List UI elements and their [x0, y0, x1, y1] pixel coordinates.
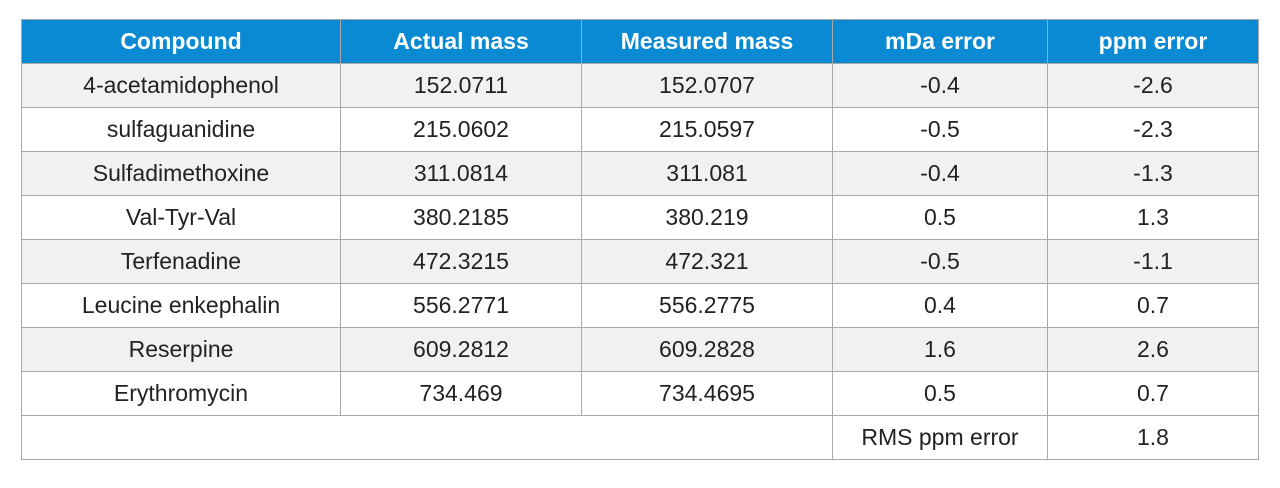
table-row: Leucine enkephalin 556.2771 556.2775 0.4… — [21, 283, 1259, 328]
summary-empty-cell — [21, 415, 833, 460]
header-compound: Compound — [21, 19, 341, 64]
summary-row: RMS ppm error 1.8 — [21, 415, 1259, 460]
actual-mass-cell: 609.2812 — [340, 327, 582, 372]
table-row: sulfaguanidine 215.0602 215.0597 -0.5 -2… — [21, 107, 1259, 152]
table-row: Reserpine 609.2812 609.2828 1.6 2.6 — [21, 327, 1259, 372]
mda-error-cell: -0.5 — [832, 239, 1048, 284]
measured-mass-cell: 311.081 — [581, 151, 833, 196]
compound-cell: sulfaguanidine — [21, 107, 341, 152]
mda-error-cell: 0.5 — [832, 371, 1048, 416]
mass-accuracy-table: Compound Actual mass Measured mass mDa e… — [21, 19, 1259, 460]
table-row: Erythromycin 734.469 734.4695 0.5 0.7 — [21, 371, 1259, 416]
header-ppm-error: ppm error — [1047, 19, 1259, 64]
actual-mass-cell: 380.2185 — [340, 195, 582, 240]
compound-cell: Reserpine — [21, 327, 341, 372]
compound-cell: Leucine enkephalin — [21, 283, 341, 328]
actual-mass-cell: 556.2771 — [340, 283, 582, 328]
table-row: Terfenadine 472.3215 472.321 -0.5 -1.1 — [21, 239, 1259, 284]
ppm-error-cell: 0.7 — [1047, 283, 1259, 328]
rms-label: RMS ppm error — [832, 415, 1048, 460]
compound-cell: Val-Tyr-Val — [21, 195, 341, 240]
header-actual-mass: Actual mass — [340, 19, 582, 64]
actual-mass-cell: 311.0814 — [340, 151, 582, 196]
measured-mass-cell: 734.4695 — [581, 371, 833, 416]
compound-cell: 4-acetamidophenol — [21, 63, 341, 108]
ppm-error-cell: -2.6 — [1047, 63, 1259, 108]
ppm-error-cell: -1.3 — [1047, 151, 1259, 196]
actual-mass-cell: 734.469 — [340, 371, 582, 416]
header-mda-error: mDa error — [832, 19, 1048, 64]
mda-error-cell: 0.5 — [832, 195, 1048, 240]
measured-mass-cell: 609.2828 — [581, 327, 833, 372]
ppm-error-cell: 2.6 — [1047, 327, 1259, 372]
table-row: Sulfadimethoxine 311.0814 311.081 -0.4 -… — [21, 151, 1259, 196]
measured-mass-cell: 556.2775 — [581, 283, 833, 328]
ppm-error-cell: 1.3 — [1047, 195, 1259, 240]
measured-mass-cell: 380.219 — [581, 195, 833, 240]
mda-error-cell: 0.4 — [832, 283, 1048, 328]
header-row: Compound Actual mass Measured mass mDa e… — [21, 19, 1259, 64]
mda-error-cell: -0.5 — [832, 107, 1048, 152]
measured-mass-cell: 215.0597 — [581, 107, 833, 152]
ppm-error-cell: -1.1 — [1047, 239, 1259, 284]
mda-error-cell: -0.4 — [832, 63, 1048, 108]
compound-cell: Erythromycin — [21, 371, 341, 416]
compound-cell: Terfenadine — [21, 239, 341, 284]
measured-mass-cell: 152.0707 — [581, 63, 833, 108]
measured-mass-cell: 472.321 — [581, 239, 833, 284]
actual-mass-cell: 215.0602 — [340, 107, 582, 152]
actual-mass-cell: 152.0711 — [340, 63, 582, 108]
rms-value: 1.8 — [1047, 415, 1259, 460]
mda-error-cell: -0.4 — [832, 151, 1048, 196]
header-measured-mass: Measured mass — [581, 19, 833, 64]
ppm-error-cell: -2.3 — [1047, 107, 1259, 152]
ppm-error-cell: 0.7 — [1047, 371, 1259, 416]
table-row: Val-Tyr-Val 380.2185 380.219 0.5 1.3 — [21, 195, 1259, 240]
mda-error-cell: 1.6 — [832, 327, 1048, 372]
table-row: 4-acetamidophenol 152.0711 152.0707 -0.4… — [21, 63, 1259, 108]
actual-mass-cell: 472.3215 — [340, 239, 582, 284]
compound-cell: Sulfadimethoxine — [21, 151, 341, 196]
